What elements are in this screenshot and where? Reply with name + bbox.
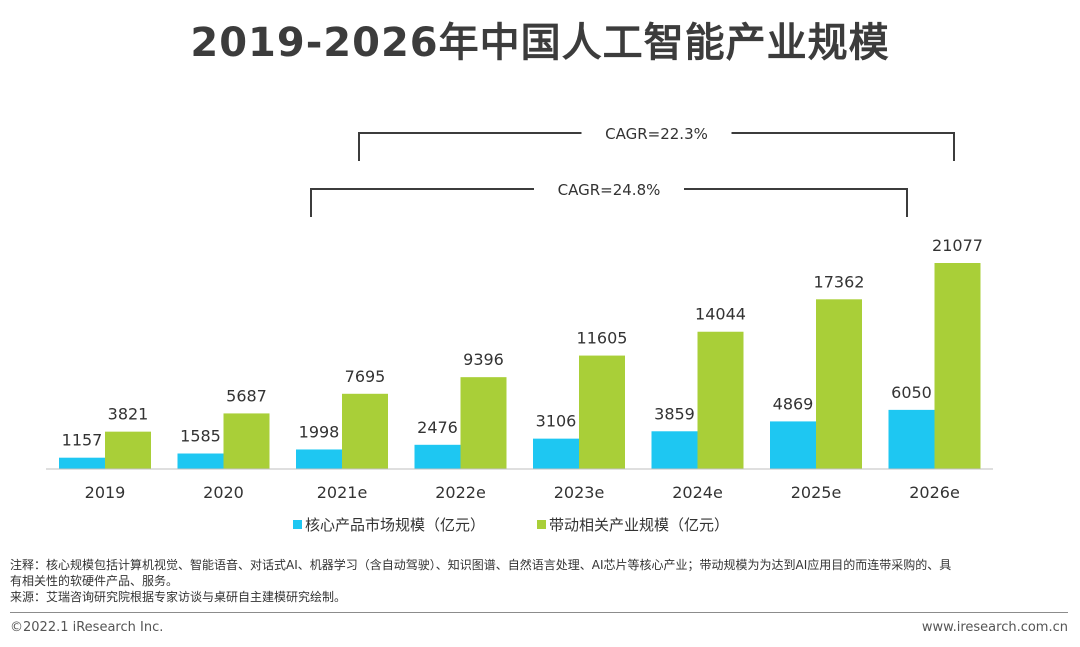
x-tick-2021e: 2021e xyxy=(317,483,368,502)
data-label-related-2024e: 14044 xyxy=(695,305,746,324)
bar-related-2021e xyxy=(342,393,388,469)
x-tick-2020: 2020 xyxy=(203,483,244,502)
legend-swatch-core xyxy=(293,520,302,529)
x-tick-2022e: 2022e xyxy=(435,483,486,502)
bar-core-2026e xyxy=(888,409,935,469)
note-line-2: 有相关性的软硬件产品、服务。 xyxy=(10,574,179,588)
bar-related-2022e xyxy=(460,377,507,469)
website-link[interactable]: www.iresearch.com.cn xyxy=(921,620,1068,635)
data-label-core-2021e: 1998 xyxy=(299,422,340,441)
bar-related-2020 xyxy=(223,413,270,469)
bar-related-2023e xyxy=(579,355,625,469)
bar-core-2021e xyxy=(296,449,342,469)
bar-core-2023e xyxy=(533,438,579,469)
bar-core-2020 xyxy=(177,453,224,469)
bar-core-2024e xyxy=(651,431,698,469)
x-tick-labels: 2019 2020 2021e 2022e 2023e 2024e 2025e 2026e xyxy=(85,483,960,502)
cagr-label: CAGR=22.3% xyxy=(605,125,708,143)
footer-divider xyxy=(10,612,1068,613)
cagr-label: CAGR=24.8% xyxy=(558,181,661,199)
data-label-core-2025e: 4869 xyxy=(773,394,814,413)
data-label-related-2019: 3821 xyxy=(108,405,149,424)
cagr-annotations: CAGR=22.3% CAGR=24.8% xyxy=(310,125,955,217)
x-tick-2023e: 2023e xyxy=(554,483,605,502)
legend-label-related: 带动相关产业规模（亿元） xyxy=(549,516,729,534)
bar-core-2019 xyxy=(59,457,105,469)
data-label-core-2020: 1585 xyxy=(180,427,221,446)
x-tick-2025e: 2025e xyxy=(791,483,842,502)
note-line-1: 注释：核心规模包括计算机视觉、智能语音、对话式AI、机器学习（含自动驾驶）、知识… xyxy=(10,558,952,572)
chart-title: 2019-2026年中国人工智能产业规模 xyxy=(190,20,890,66)
data-label-related-2020: 5687 xyxy=(226,386,267,405)
legend: 核心产品市场规模（亿元） 带动相关产业规模（亿元） xyxy=(293,516,729,534)
bar-related-2024e xyxy=(697,331,744,469)
x-tick-2019: 2019 xyxy=(85,483,126,502)
bar-related-2025e xyxy=(816,299,862,469)
bars: 1157 3821 1585 5687 1998 7695 2476 9396 3106 1160… xyxy=(59,236,983,469)
data-label-core-2023e: 3106 xyxy=(536,412,577,431)
bar-related-2026e xyxy=(934,263,981,469)
data-label-related-2021e: 7695 xyxy=(345,367,386,386)
data-label-core-2024e: 3859 xyxy=(654,404,695,423)
data-label-related-2022e: 9396 xyxy=(463,350,504,369)
bar-core-2025e xyxy=(770,421,816,469)
data-label-related-2025e: 17362 xyxy=(814,272,865,291)
data-label-core-2022e: 2476 xyxy=(417,418,458,437)
data-label-related-2023e: 11605 xyxy=(577,329,628,348)
legend-swatch-related xyxy=(537,520,546,529)
bar-core-2022e xyxy=(414,444,461,469)
bar-chart: CAGR=22.3% CAGR=24.8% 1157 3821 1585 5687 199… xyxy=(46,125,993,534)
x-tick-2026e: 2026e xyxy=(909,483,960,502)
x-tick-2024e: 2024e xyxy=(672,483,723,502)
copyright: ©2022.1 iResearch Inc. xyxy=(10,620,164,635)
bar-related-2019 xyxy=(105,431,151,469)
data-label-core-2026e: 6050 xyxy=(891,383,932,402)
data-label-related-2026e: 21077 xyxy=(932,236,983,255)
data-label-core-2019: 1157 xyxy=(62,431,103,450)
legend-label-core: 核心产品市场规模（亿元） xyxy=(305,516,485,534)
source-note: 来源：艾瑞咨询研究院根据专家访谈与桌研自主建模研究绘制。 xyxy=(10,590,347,604)
